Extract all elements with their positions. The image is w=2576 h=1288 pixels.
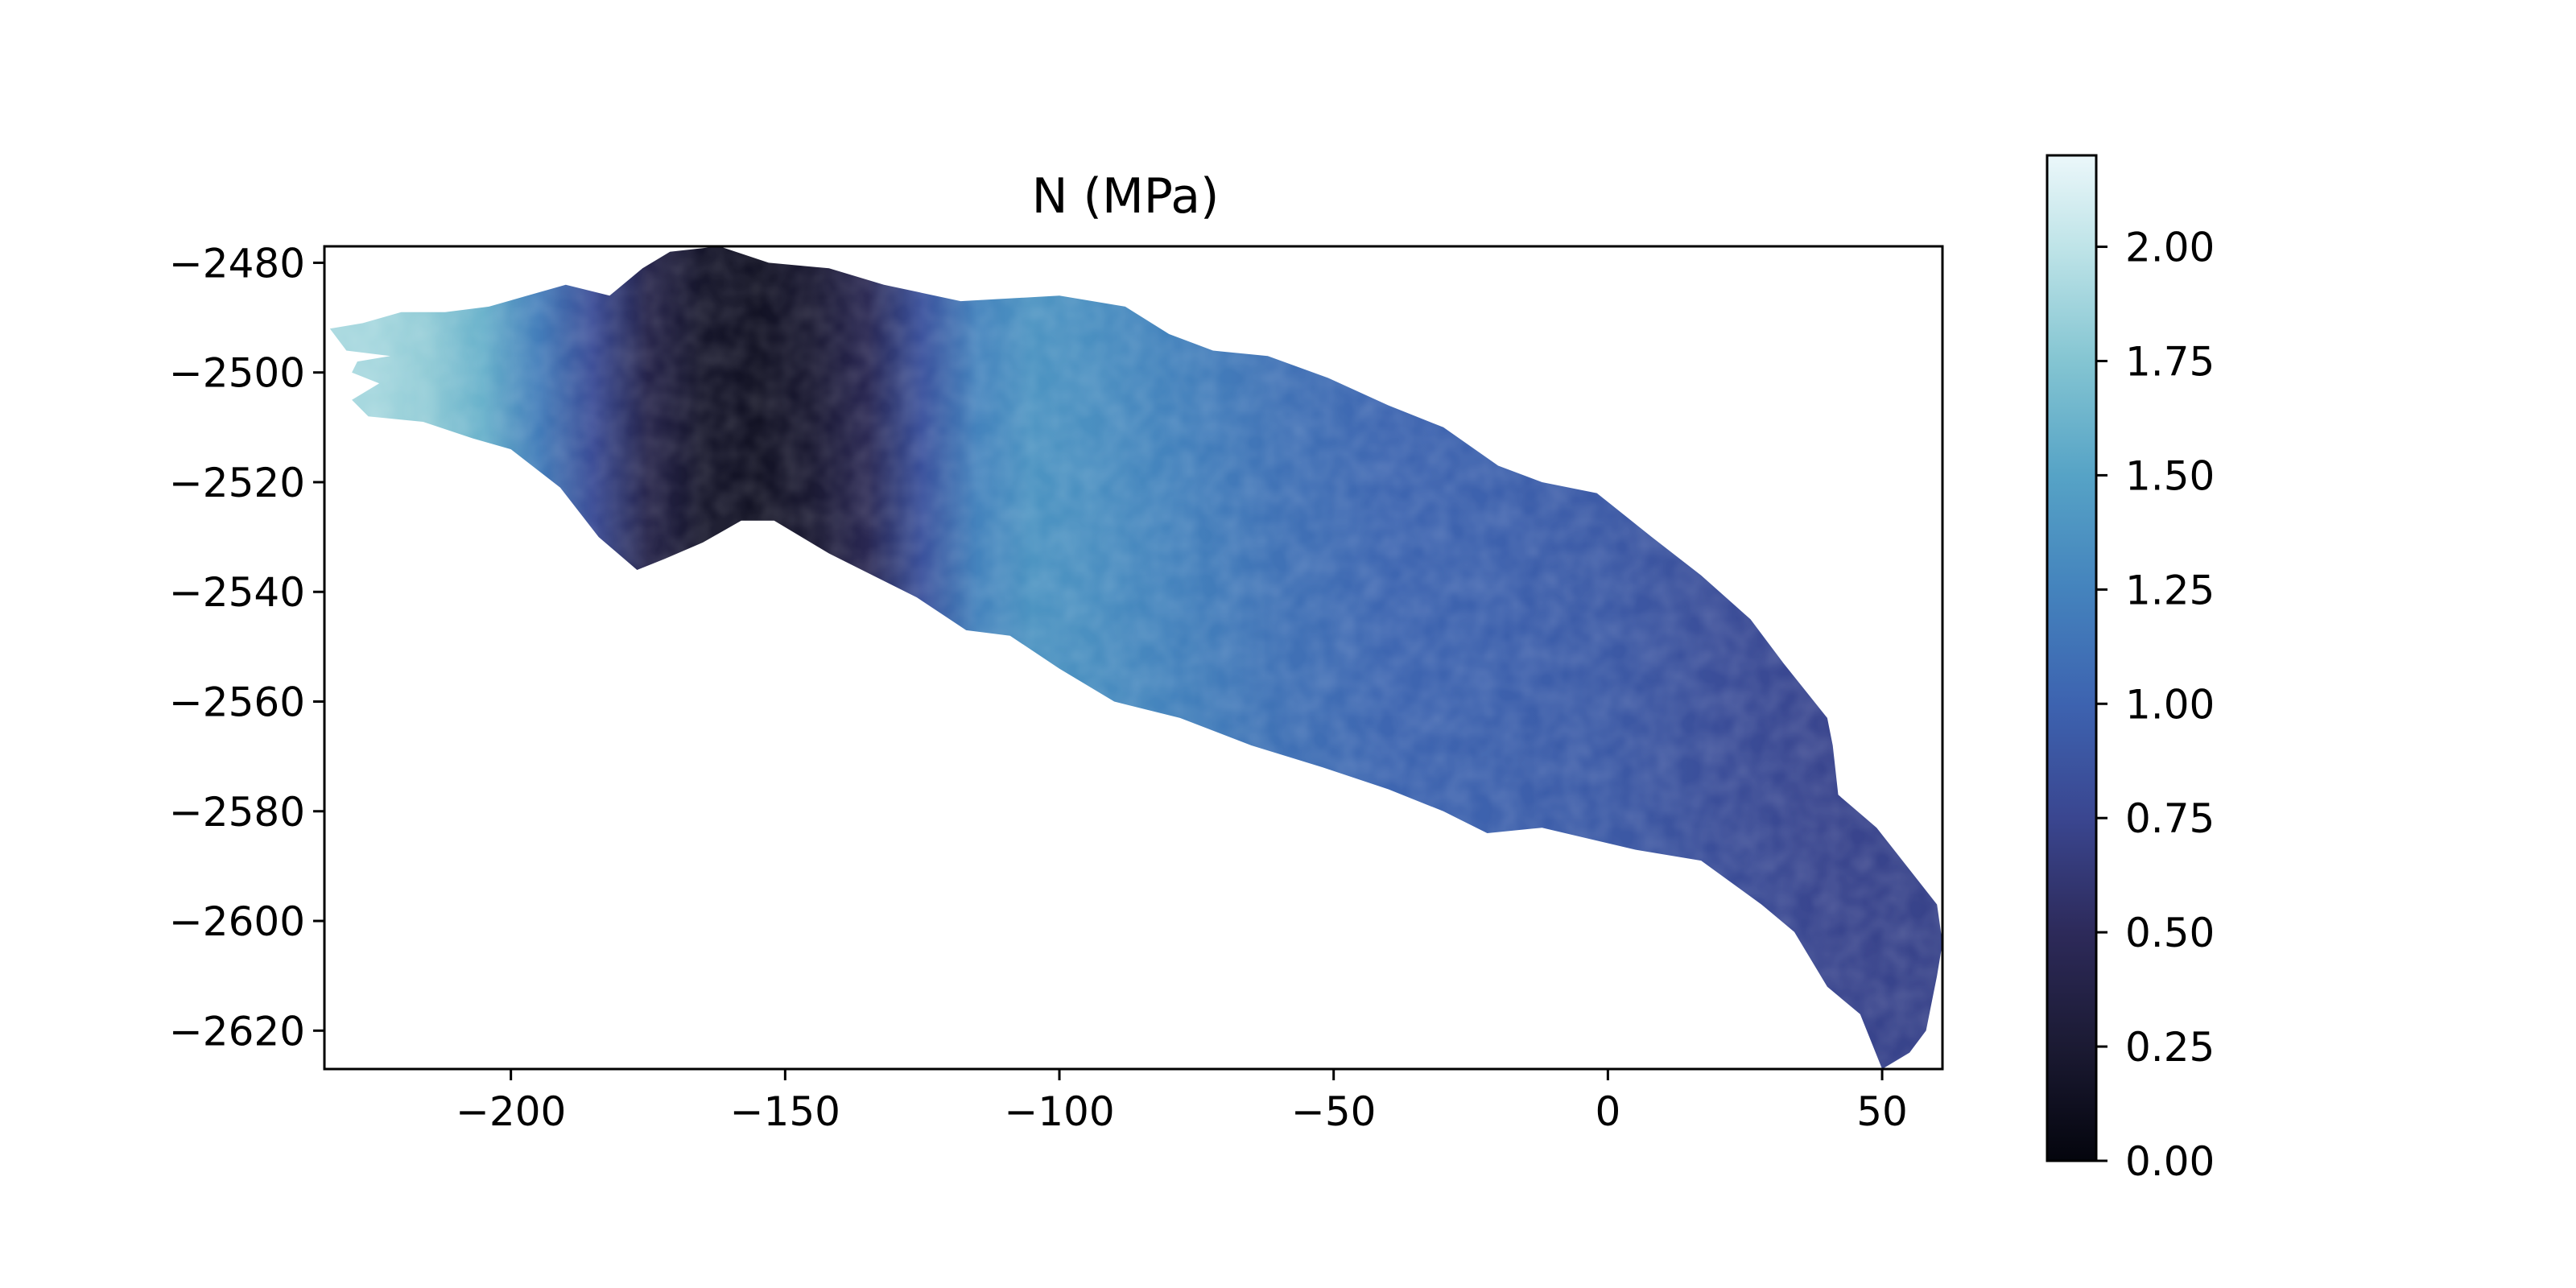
x-tick-label: −50 <box>1291 1088 1377 1135</box>
x-tick-label: 0 <box>1595 1088 1620 1135</box>
field-texture <box>329 246 1942 1069</box>
y-tick-label: −2540 <box>169 569 305 616</box>
colorbar-tick-label: 0.75 <box>2125 795 2215 842</box>
colorbar-tick-label: 0.00 <box>2125 1138 2215 1185</box>
colorbar-tick-label: 1.50 <box>2125 452 2215 499</box>
colorbar: 0.00 0.25 0.50 0.75 1.00 1.25 1.50 1.75 2.00 <box>2046 154 2215 1185</box>
colorbar-tick-label: 0.50 <box>2125 910 2215 956</box>
x-tick-label: −200 <box>456 1088 566 1135</box>
colorbar-tick-label: 1.25 <box>2125 567 2215 613</box>
y-tick-label: −2600 <box>169 898 305 945</box>
y-tick-label: −2480 <box>169 240 305 287</box>
axes: −200 −150 −100 −50 0 50 −2480 −2500 −2520 −2540 −2… <box>169 240 1944 1135</box>
x-tick-label: 50 <box>1856 1088 1908 1135</box>
y-tick-label: −2620 <box>169 1008 305 1055</box>
colorbar-tick-label: 0.25 <box>2125 1024 2215 1071</box>
x-tick-label: −150 <box>730 1088 840 1135</box>
y-tick-label: −2500 <box>169 350 305 397</box>
plot-frame <box>323 245 1944 1071</box>
y-tick-label: −2520 <box>169 460 305 506</box>
colorbar-tick-label: 2.00 <box>2125 225 2215 271</box>
plot-area <box>329 246 1942 1069</box>
x-tick-label: −100 <box>1004 1088 1114 1135</box>
y-tick-label: −2560 <box>169 679 305 726</box>
chart-title: N (MPa) <box>1032 168 1220 225</box>
colorbar-tick-label: 1.00 <box>2125 681 2215 728</box>
colorbar-bar <box>2046 154 2098 1162</box>
colorbar-tick-label: 1.75 <box>2125 338 2215 385</box>
y-tick-label: −2580 <box>169 789 305 836</box>
